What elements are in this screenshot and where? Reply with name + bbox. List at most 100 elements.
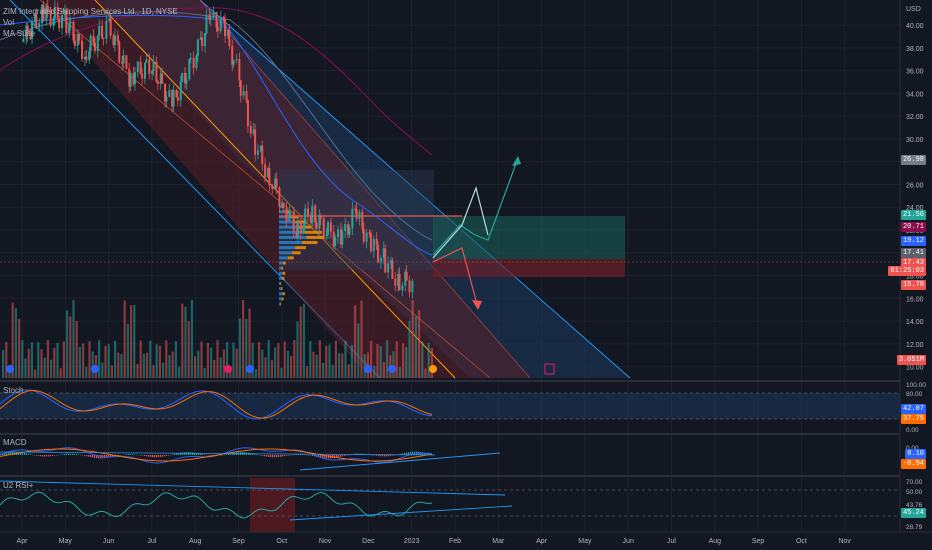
- macd-hist-bar: [94, 455, 96, 458]
- volume-bar: [37, 342, 40, 378]
- blue-channel-upper: [199, 0, 631, 379]
- candle-body: [205, 14, 208, 34]
- candle-body: [382, 248, 385, 259]
- volume-indicator-label[interactable]: Vol: [3, 18, 15, 27]
- candle-body: [141, 73, 144, 79]
- candle-body: [208, 14, 211, 20]
- price-tick: 24.00: [906, 205, 924, 212]
- macd-hist-bar: [412, 451, 414, 455]
- time-tick: Jun: [103, 538, 114, 545]
- volume-bar: [334, 340, 337, 378]
- ma-suite-label[interactable]: MA Suite: [3, 29, 36, 38]
- volume-bar: [338, 352, 341, 378]
- macd-hist-bar: [288, 455, 290, 456]
- volume-bar: [123, 300, 126, 378]
- rsi-red-zone: [250, 478, 295, 532]
- bull-projection-arrow: [432, 157, 519, 256]
- price-tag: 01:25:03: [888, 266, 926, 276]
- candle-body: [341, 231, 344, 245]
- volume-profile-bar: [281, 287, 283, 291]
- candle-body: [139, 61, 142, 74]
- macd-hist-bar: [138, 454, 140, 456]
- candle-body: [128, 68, 131, 87]
- macd-hist-bar: [306, 454, 308, 456]
- volume-bar: [290, 355, 293, 378]
- volume-profile-bars: [279, 205, 325, 306]
- macd-hist-bar: [212, 455, 214, 456]
- volume-profile-bar: [290, 215, 299, 219]
- price-tick: 36.00: [906, 69, 924, 76]
- time-axis-bg[interactable]: [0, 532, 932, 550]
- volume-bar: [296, 321, 299, 378]
- volume-profile-bar: [304, 230, 322, 234]
- volume-profile-bar: [287, 256, 294, 260]
- volume-profile-bar: [279, 241, 303, 245]
- macd-hist-bar: [374, 455, 376, 456]
- candle-body: [113, 35, 116, 45]
- time-tick: Oct: [276, 538, 287, 545]
- candle-body: [172, 89, 175, 107]
- macd-hist-bar: [404, 452, 406, 455]
- price-candles: [22, 0, 414, 299]
- macd-hist-bar: [378, 455, 380, 457]
- volume-profile-bar: [279, 225, 299, 229]
- macd-hist-bar: [74, 453, 76, 455]
- candle-body: [354, 208, 357, 210]
- time-tick: Dec: [362, 538, 375, 545]
- bear-arrowhead: [472, 300, 482, 310]
- macd-hist-bar: [198, 453, 200, 455]
- volume-bar: [267, 340, 270, 378]
- volume-profile-bar: [280, 302, 281, 306]
- volume-profile-bar: [279, 246, 296, 250]
- macd-hist-bar: [406, 452, 408, 455]
- volume-bar: [53, 347, 56, 378]
- macd-hist-bar: [372, 455, 374, 456]
- volume-bar: [430, 347, 433, 378]
- volume-bar: [34, 369, 37, 378]
- volume-profile-bar: [279, 261, 284, 265]
- volume-bar: [18, 318, 21, 378]
- candle-body: [228, 29, 231, 46]
- candle-body: [192, 58, 195, 68]
- candle-body: [215, 11, 218, 28]
- time-tick: Sep: [752, 538, 765, 545]
- candle-body: [56, 6, 59, 19]
- macd-hist-bar: [24, 452, 26, 455]
- candle-body: [26, 25, 29, 36]
- volume-bar: [72, 300, 75, 378]
- macd-hist-bar: [386, 455, 388, 457]
- macd-hist-bar: [394, 455, 396, 456]
- macd-hist-bar: [146, 455, 148, 457]
- candle-body: [196, 39, 199, 56]
- time-tick: Jul: [147, 538, 156, 545]
- rsi-pane-label[interactable]: U2 RSI+: [3, 481, 34, 490]
- symbol-title[interactable]: ZIM Integrated Shipping Services Ltd., 1…: [3, 7, 178, 16]
- candle-body: [45, 6, 48, 21]
- volume-bar: [251, 342, 254, 378]
- volume-bar: [152, 365, 155, 378]
- macd-hist-bar: [66, 453, 68, 455]
- candle-body: [35, 14, 38, 28]
- candle-body: [199, 37, 202, 40]
- macd-hist-bar: [90, 455, 92, 458]
- stoch-pane-label[interactable]: Stoch: [3, 386, 24, 395]
- volume-bar: [325, 345, 328, 378]
- candle-body: [368, 232, 371, 234]
- candle-body: [375, 238, 378, 245]
- volume-bar: [373, 365, 376, 378]
- candle-body: [101, 25, 104, 38]
- time-tick: Nov: [838, 538, 851, 545]
- candle-body: [337, 229, 340, 238]
- volume-bar: [178, 366, 181, 378]
- macd-hist-bar: [80, 454, 82, 456]
- volume-bar: [27, 348, 30, 378]
- volume-bar: [341, 353, 344, 378]
- candle-body: [351, 208, 354, 229]
- macd-hist-bar: [20, 452, 22, 455]
- volume-bar: [101, 362, 104, 378]
- macd-pane-label[interactable]: MACD: [3, 438, 27, 447]
- volume-bar: [283, 341, 286, 378]
- indicator-tick: 100.00: [906, 382, 926, 389]
- candle-body: [164, 83, 166, 102]
